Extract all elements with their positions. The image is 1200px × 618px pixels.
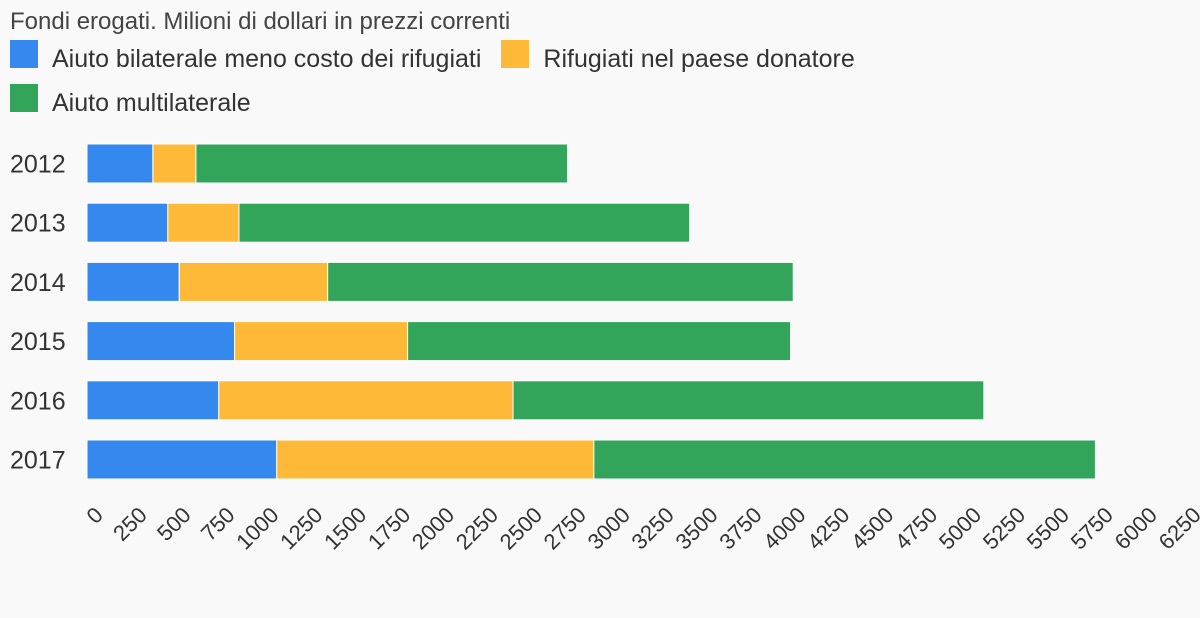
x-tick-label-500: 500 xyxy=(152,502,196,546)
category-label-2012: 2012 xyxy=(10,151,66,179)
x-tick-label-5000: 5000 xyxy=(934,502,986,554)
legend-label-refugees: Rifugiati nel paese donatore xyxy=(543,44,855,73)
category-label-2017: 2017 xyxy=(10,447,66,475)
bar-2014-aiuto-bilaterale-meno-costo-dei-rifugiati[interactable] xyxy=(86,261,180,302)
legend-swatch-bilateral xyxy=(10,40,38,68)
bar-2015-aiuto-bilaterale-meno-costo-dei-rifugiati[interactable] xyxy=(86,321,236,362)
x-tick-label-5250: 5250 xyxy=(978,502,1030,554)
x-tick-label-6250: 6250 xyxy=(1154,502,1200,554)
bar-2016-aiuto-bilaterale-meno-costo-dei-rifugiati[interactable] xyxy=(86,380,220,421)
legend-swatch-multilateral xyxy=(10,84,38,112)
bar-2013-aiuto-multilaterale[interactable] xyxy=(238,202,691,243)
x-tick-label-4500: 4500 xyxy=(846,502,898,554)
x-tick-label-2250: 2250 xyxy=(451,502,503,554)
bar-2013-rifugiati-nel-paese-donatore[interactable] xyxy=(167,202,240,243)
bar-2014-rifugiati-nel-paese-donatore[interactable] xyxy=(178,261,329,302)
legend-item-bilateral[interactable]: Aiuto bilaterale meno costo dei rifugiat… xyxy=(10,36,481,80)
x-tick-label-1000: 1000 xyxy=(231,502,283,554)
x-tick-label-2500: 2500 xyxy=(495,502,547,554)
bar-2015-rifugiati-nel-paese-donatore[interactable] xyxy=(234,321,409,362)
category-label-2013: 2013 xyxy=(10,210,66,238)
bar-2016-rifugiati-nel-paese-donatore[interactable] xyxy=(218,380,514,421)
x-tick-label-4250: 4250 xyxy=(802,502,854,554)
bar-2017-aiuto-multilaterale[interactable] xyxy=(593,439,1096,480)
chart-title: Fondi erogati. Milioni di dollari in pre… xyxy=(10,8,511,35)
x-tick-label-6000: 6000 xyxy=(1110,502,1162,554)
x-tick-label-1750: 1750 xyxy=(363,502,415,554)
legend-item-multilateral[interactable]: Aiuto multilaterale xyxy=(10,80,251,124)
bar-2017-rifugiati-nel-paese-donatore[interactable] xyxy=(276,439,595,480)
bar-2012-rifugiati-nel-paese-donatore[interactable] xyxy=(152,143,197,184)
x-tick-label-3000: 3000 xyxy=(583,502,635,554)
bar-2012-aiuto-bilaterale-meno-costo-dei-rifugiati[interactable] xyxy=(86,143,154,184)
legend-item-refugees[interactable]: Rifugiati nel paese donatore xyxy=(501,36,855,80)
x-tick-label-3500: 3500 xyxy=(670,502,722,554)
x-tick-label-250: 250 xyxy=(108,502,152,546)
legend-label-bilateral: Aiuto bilaterale meno costo dei rifugiat… xyxy=(52,44,482,73)
legend-swatch-refugees xyxy=(501,40,530,68)
x-tick-label-5750: 5750 xyxy=(1066,502,1118,554)
category-label-2014: 2014 xyxy=(10,269,66,297)
bar-2017-aiuto-bilaterale-meno-costo-dei-rifugiati[interactable] xyxy=(86,439,278,480)
legend: Aiuto bilaterale meno costo dei rifugiat… xyxy=(10,36,1110,124)
x-tick-label-3250: 3250 xyxy=(627,502,679,554)
x-tick-label-4000: 4000 xyxy=(758,502,810,554)
legend-label-multilateral: Aiuto multilaterale xyxy=(52,88,251,117)
bar-2014-aiuto-multilaterale[interactable] xyxy=(327,261,794,302)
bar-2015-aiuto-multilaterale[interactable] xyxy=(407,321,792,362)
x-tick-label-1250: 1250 xyxy=(275,502,327,554)
x-tick-label-3750: 3750 xyxy=(714,502,766,554)
x-tick-label-4750: 4750 xyxy=(890,502,942,554)
x-tick-label-1500: 1500 xyxy=(319,502,371,554)
x-tick-label-5500: 5500 xyxy=(1022,502,1074,554)
x-tick-label-2750: 2750 xyxy=(539,502,591,554)
x-tick-label-0: 0 xyxy=(82,502,108,528)
bar-2012-aiuto-multilaterale[interactable] xyxy=(195,143,568,184)
bar-2016-aiuto-multilaterale[interactable] xyxy=(512,380,985,421)
category-label-2015: 2015 xyxy=(10,328,66,356)
x-tick-label-2000: 2000 xyxy=(407,502,459,554)
bar-2013-aiuto-bilaterale-meno-costo-dei-rifugiati[interactable] xyxy=(86,202,169,243)
category-label-2016: 2016 xyxy=(10,387,66,415)
